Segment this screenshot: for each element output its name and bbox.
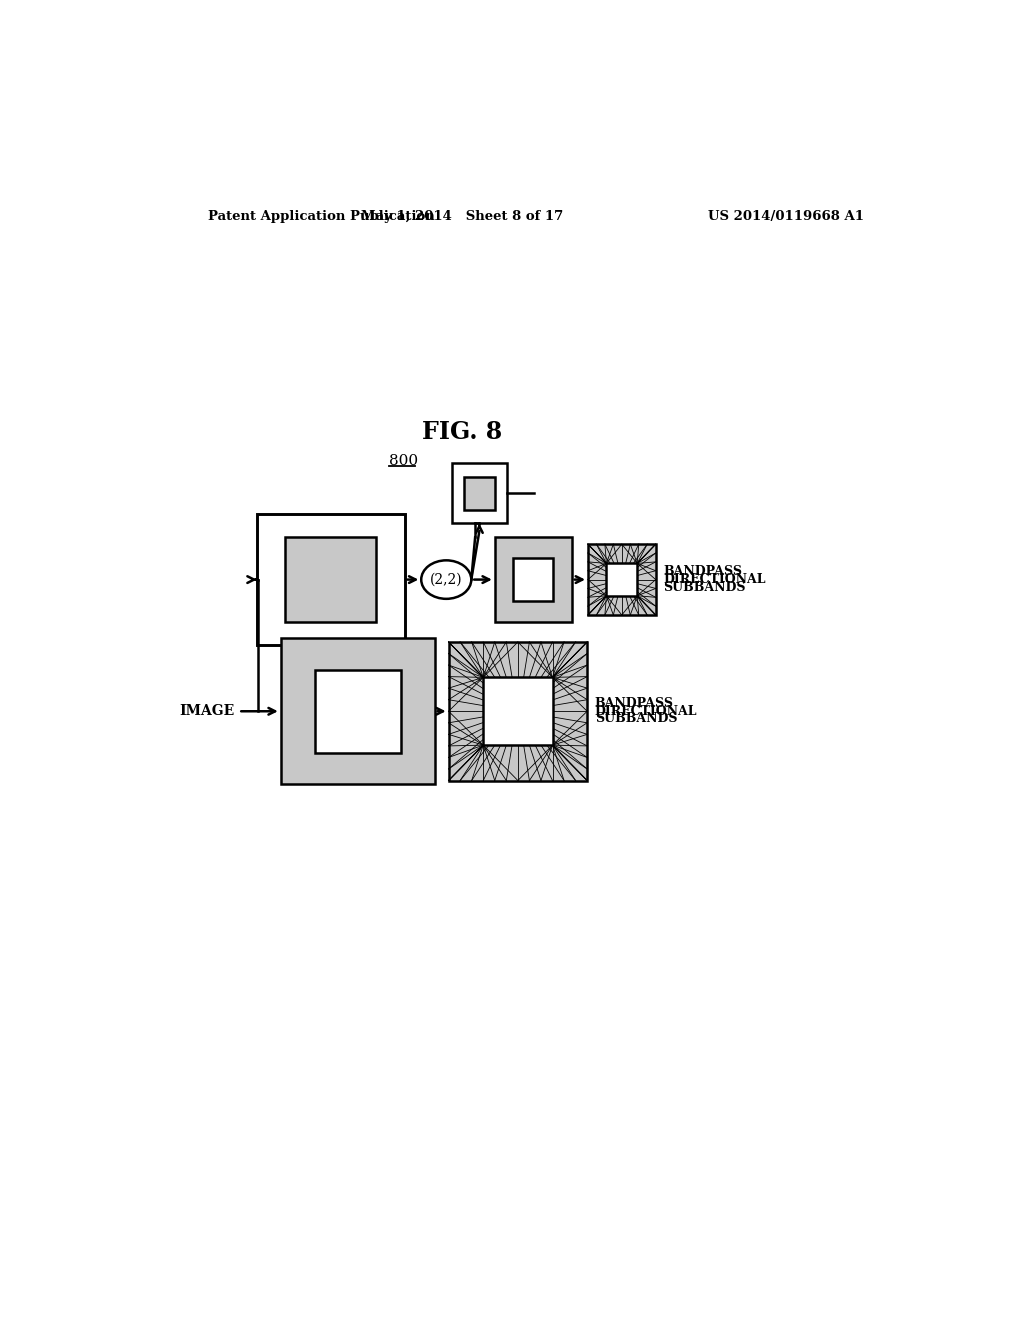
- Text: DIRECTIONAL: DIRECTIONAL: [664, 573, 766, 586]
- Bar: [257, 513, 404, 645]
- Text: (2,2): (2,2): [430, 573, 463, 586]
- Bar: [281, 638, 435, 784]
- Text: IMAGE: IMAGE: [179, 705, 234, 718]
- Bar: [449, 642, 587, 780]
- Bar: [606, 564, 637, 595]
- Text: BANDPASS: BANDPASS: [664, 565, 742, 578]
- Text: BANDPASS: BANDPASS: [595, 697, 674, 710]
- Text: DIRECTIONAL: DIRECTIONAL: [595, 705, 697, 718]
- Bar: [464, 477, 495, 510]
- Text: Patent Application Publication: Patent Application Publication: [208, 210, 434, 223]
- Text: SUBBANDS: SUBBANDS: [595, 713, 677, 726]
- Bar: [588, 544, 655, 615]
- Bar: [483, 677, 553, 744]
- Bar: [513, 558, 553, 601]
- Bar: [452, 463, 507, 524]
- Text: US 2014/0119668 A1: US 2014/0119668 A1: [708, 210, 864, 223]
- Bar: [314, 669, 400, 752]
- Ellipse shape: [421, 561, 471, 599]
- Text: FIG. 8: FIG. 8: [422, 420, 502, 444]
- Bar: [495, 537, 571, 622]
- Text: 800: 800: [388, 454, 418, 469]
- Text: SUBBANDS: SUBBANDS: [664, 581, 745, 594]
- Text: May 1, 2014   Sheet 8 of 17: May 1, 2014 Sheet 8 of 17: [360, 210, 563, 223]
- Bar: [286, 537, 376, 622]
